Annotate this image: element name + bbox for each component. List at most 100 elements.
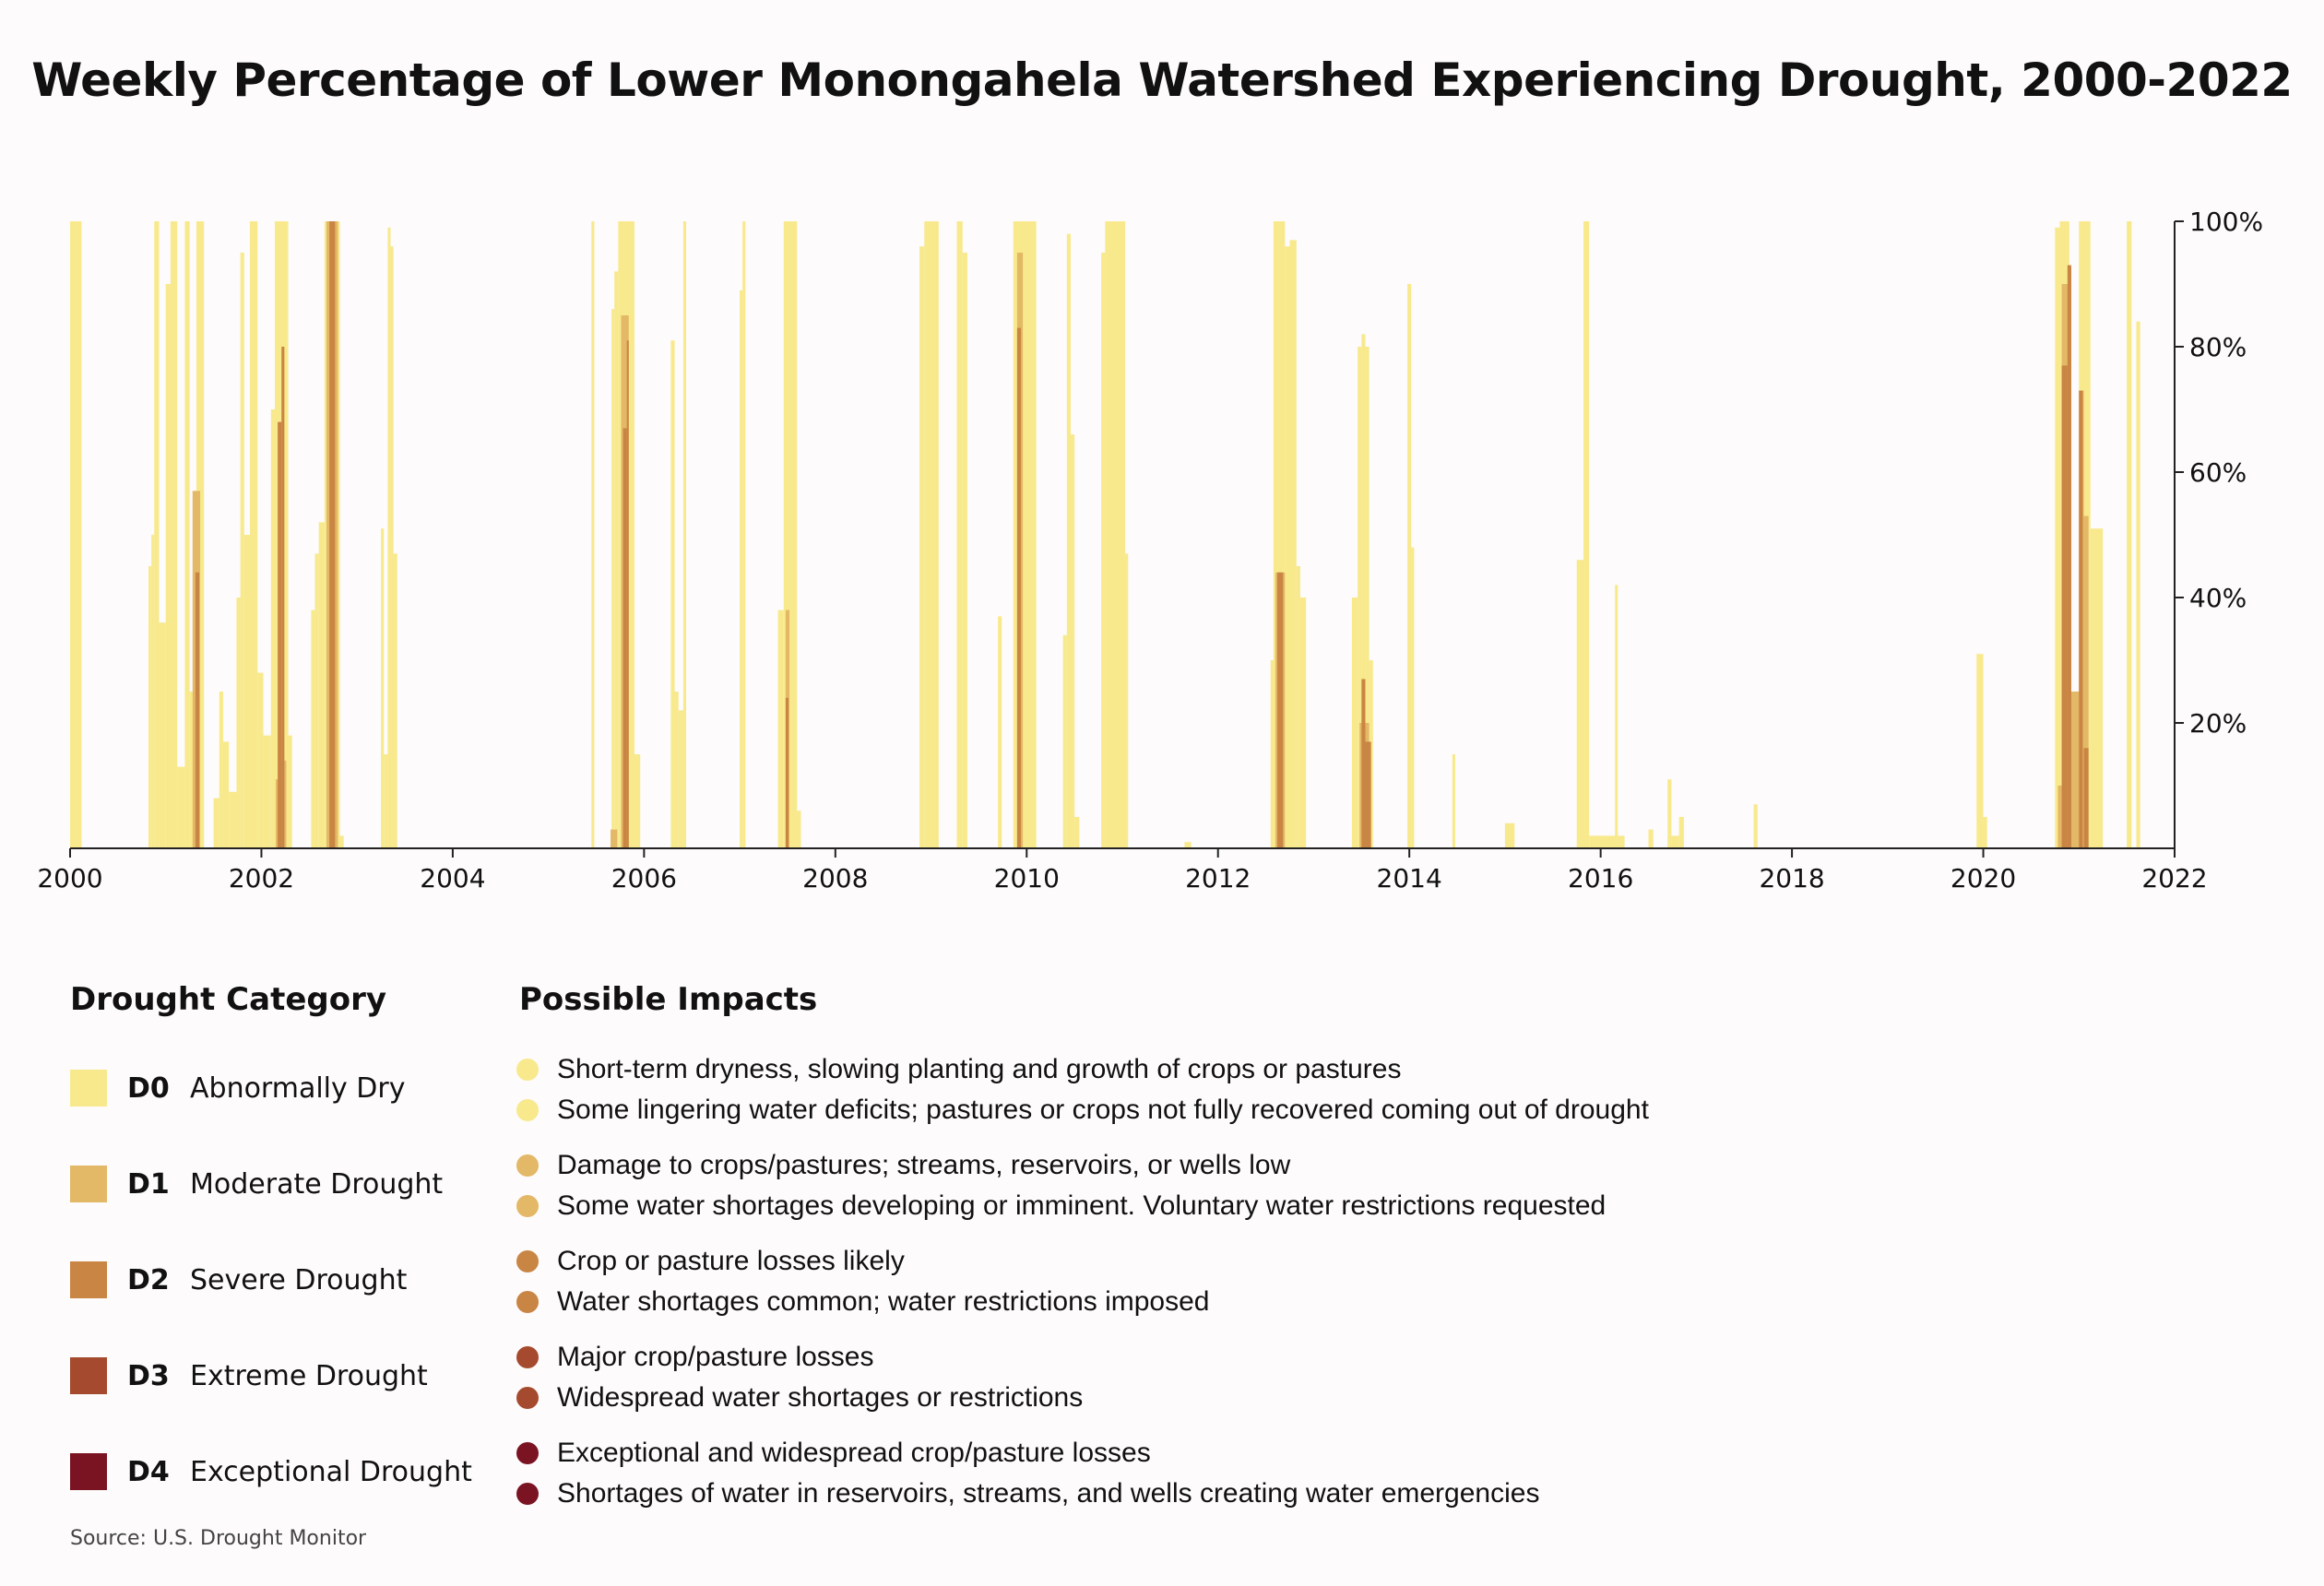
bar-d2-10 [1365, 741, 1371, 848]
d1-dot-2 [516, 1195, 539, 1217]
bar-d0-18 [250, 221, 258, 848]
bar-d0-81 [1618, 835, 1625, 848]
bar-d2-3 [329, 221, 336, 848]
bar-d0-15 [236, 598, 241, 848]
bar-d0-89 [2055, 227, 2060, 849]
x-tick-label-2012: 2012 [1185, 863, 1251, 894]
impact-d1-1: Damage to crops/pastures; streams, reser… [516, 1147, 1290, 1184]
d4-dot-2 [516, 1483, 539, 1505]
impact-d2-2: Water shortages common; water restrictio… [516, 1284, 1209, 1320]
bar-d0-0 [70, 221, 82, 848]
bar-d0-54 [1062, 634, 1067, 848]
impact-text: Major crop/pasture losses [557, 1342, 874, 1372]
d1-label: Moderate Drought [190, 1167, 444, 1201]
bars-layer [70, 221, 2140, 849]
bar-d2-6 [785, 697, 788, 848]
bar-d0-29 [381, 528, 385, 848]
bar-d0-79 [1589, 835, 1618, 848]
bar-d0-43 [740, 290, 743, 848]
bar-d0-41 [678, 710, 683, 848]
bar-d0-26 [318, 522, 325, 848]
bar-d0-87 [1976, 654, 1984, 848]
legend-item-d0: D0 Abnormally Dry [70, 1070, 406, 1107]
impact-text: Damage to crops/pastures; streams, reser… [557, 1150, 1291, 1180]
bar-d0-72 [1369, 660, 1373, 848]
bar-d0-49 [924, 221, 939, 848]
impact-d3-1: Major crop/pasture losses [516, 1339, 873, 1376]
bar-d1-14 [2083, 515, 2089, 848]
legend-item-d1: D1 Moderate Drought [70, 1166, 443, 1202]
y-tick-label-60: 60% [2189, 457, 2247, 488]
bar-d0-5 [165, 284, 171, 848]
bar-d0-36 [614, 271, 619, 848]
d2-swatch [70, 1261, 107, 1298]
bar-d0-16 [240, 253, 244, 848]
bar-d0-3 [154, 221, 160, 848]
impact-text: Water shortages common; water restrictio… [557, 1286, 1210, 1317]
bar-d0-73 [1407, 284, 1412, 848]
bar-d0-60 [1125, 553, 1129, 848]
d4-code: D4 [127, 1455, 170, 1488]
x-tick-label-2018: 2018 [1759, 863, 1824, 894]
d1-dot-1 [516, 1154, 539, 1177]
bar-d2-2 [281, 347, 285, 848]
x-tick-label-2022: 2022 [2141, 863, 2207, 894]
d4-dot-1 [516, 1442, 539, 1464]
bar-d0-93 [2090, 528, 2104, 848]
bar-d0-68 [1351, 598, 1358, 848]
bar-d2-1 [278, 421, 282, 848]
d1-swatch [70, 1166, 107, 1202]
legend-item-d3: D3 Extreme Drought [70, 1357, 428, 1394]
bar-d0-8 [184, 221, 190, 848]
d4-label: Exceptional Drought [190, 1455, 472, 1488]
bar-d0-56 [1070, 434, 1075, 848]
bar-d0-94 [2127, 221, 2132, 848]
legend-item-d4: D4 Exceptional Drought [70, 1453, 472, 1490]
bar-d0-57 [1074, 817, 1080, 848]
bar-d0-35 [611, 309, 615, 848]
bar-d1-4 [611, 829, 618, 848]
bar-d2-5 [626, 340, 629, 848]
bar-d0-6 [170, 221, 178, 848]
bar-d2-14 [2083, 748, 2089, 848]
source-note: Source: U.S. Drought Monitor [70, 1527, 367, 1550]
d2-label: Severe Drought [190, 1263, 408, 1296]
bar-d0-55 [1066, 233, 1071, 849]
bar-d0-44 [742, 221, 746, 848]
impact-text: Widespread water shortages or restrictio… [557, 1382, 1084, 1413]
bar-d0-47 [797, 811, 801, 848]
x-tick-label-2002: 2002 [229, 863, 294, 894]
impact-d0-2: Some lingering water deficits; pastures … [516, 1092, 1649, 1129]
bar-d0-64 [1285, 246, 1290, 848]
d2-dot-1 [516, 1250, 539, 1272]
bar-d0-25 [314, 553, 319, 848]
d3-swatch [70, 1357, 107, 1394]
d0-label: Abnormally Dry [190, 1071, 406, 1105]
x-tick-label-2000: 2000 [37, 863, 102, 894]
bar-d0-74 [1411, 547, 1415, 848]
bar-d0-20 [263, 735, 271, 848]
bar-d0-58 [1101, 253, 1106, 848]
bar-d0-32 [390, 246, 394, 848]
bar-d0-31 [387, 227, 391, 849]
bar-d0-82 [1648, 829, 1654, 848]
d3-dot-1 [516, 1346, 539, 1368]
bar-d0-61 [1184, 842, 1192, 848]
bar-d0-66 [1296, 566, 1300, 848]
bar-d0-67 [1299, 598, 1307, 848]
bar-d0-48 [919, 246, 925, 848]
bar-d0-28 [339, 835, 344, 848]
bar-d0-53 [1013, 221, 1037, 848]
bar-d0-51 [962, 253, 967, 848]
bar-d0-75 [1452, 754, 1455, 848]
bar-d0-34 [591, 221, 595, 848]
bar-d0-33 [393, 553, 397, 848]
d0-dot-1 [516, 1059, 539, 1081]
bar-d2-7 [1016, 327, 1022, 849]
x-tick-label-2004: 2004 [420, 863, 485, 894]
d0-dot-2 [516, 1099, 539, 1121]
x-tick-label-2010: 2010 [994, 863, 1060, 894]
impact-text: Some lingering water deficits; pastures … [557, 1095, 1649, 1125]
bar-d0-2 [151, 535, 155, 848]
bar-d0-30 [384, 754, 388, 848]
